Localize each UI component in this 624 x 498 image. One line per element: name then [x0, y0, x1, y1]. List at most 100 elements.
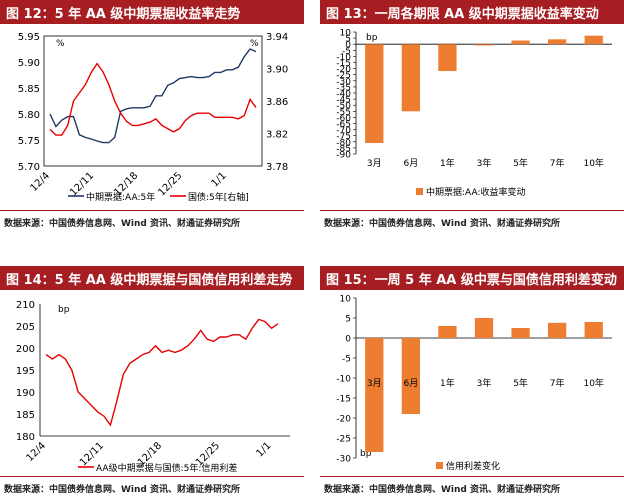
legend-label: 信用利差变化: [446, 460, 500, 472]
unit-label: bp: [366, 33, 378, 43]
x-tick-label: 12/4: [24, 440, 48, 464]
y-tick-label: -40: [336, 90, 351, 100]
y-tick-label: 205: [16, 322, 35, 333]
bar: [438, 326, 457, 338]
category-label: 7年: [550, 157, 565, 169]
series-line: [49, 62, 257, 136]
bar: [401, 338, 420, 414]
series-line: [45, 318, 279, 427]
y-tick-label: 180: [16, 432, 35, 443]
legend-swatch: [416, 188, 423, 195]
unit-label: bp: [360, 449, 372, 459]
y-tick-label-right: 3.82: [266, 130, 288, 141]
panel-title: 图 14：5 年 AA 级中期票据与国债信用利差走势: [6, 273, 293, 288]
category-label: 7年: [550, 377, 565, 389]
y-tick-label: -80: [336, 138, 351, 148]
y-tick-label: -50: [336, 102, 351, 112]
category-label: 1年: [440, 377, 455, 389]
y-tick-label: -60: [336, 114, 351, 124]
y-tick-label-left: 5.75: [18, 136, 40, 147]
divider: [0, 476, 304, 477]
panel-fig12: 图 12：5 年 AA 级中期票据收益率走势 5.95 5.90 5.85 5.80 5…: [0, 0, 304, 238]
y-tick-label: 5: [345, 35, 351, 45]
y-tick-label: -45: [336, 96, 351, 106]
y-tick-label-right: 3.78: [266, 162, 288, 173]
y-tick-label: -30: [336, 455, 351, 465]
chart-area: 10 5 0 -5 -10 -15 -20 -25 -30 bp 3月 6月 1年 3年 5年 7年 10年 信用…: [320, 290, 624, 476]
category-label: 1年: [440, 157, 455, 169]
y-tick-label: -5: [342, 355, 351, 365]
bar: [511, 328, 530, 338]
y-tick-label: -75: [336, 132, 351, 142]
bar-chart: 1050-5-10-15-20-25-30-35-40-45-50-55-60-…: [336, 29, 612, 198]
y-tick-label: -5: [342, 47, 351, 57]
y-tick-label: -55: [336, 108, 351, 118]
panel-fig15: 图 15：一周 5 年 AA 级中票与国债信用利差变动 10 5 0 -5 -10 -15…: [320, 266, 624, 498]
bar-chart: 10 5 0 -5 -10 -15 -20 -25 -30 bp 3月 6月 1年 3年 5年 7年 10年信用…: [336, 295, 612, 472]
y-tick-label: -25: [336, 71, 351, 81]
legend-label: 中期票据:AA:收益率变动: [426, 186, 525, 198]
y-tick-label-left: 5.70: [18, 162, 40, 173]
panel-header: 图 15：一周 5 年 AA 级中票与国债信用利差变动: [320, 266, 624, 290]
divider: [320, 476, 624, 477]
bar: [438, 44, 457, 72]
y-tick-label: -15: [336, 395, 351, 405]
bar: [548, 39, 567, 45]
panel-title: 图 13：一周各期限 AA 级中期票据收益率变动: [326, 7, 599, 22]
legend-label: 国债:5年[右轴]: [188, 191, 249, 203]
unit-label: bp: [58, 305, 70, 315]
y-tick-label-right: 3.94: [266, 32, 288, 43]
category-label: 3年: [477, 377, 492, 389]
bar: [584, 35, 603, 45]
y-tick-label: 185: [16, 410, 35, 421]
source-note: 数据来源：中国债券信息网、Wind 资讯、财通证券研究所: [4, 485, 240, 495]
y-tick-label-right: 3.86: [266, 97, 288, 108]
category-label: 10年: [583, 157, 603, 169]
y-tick-label: -20: [336, 65, 351, 75]
y-tick-label-left: 5.90: [18, 58, 40, 69]
bar: [548, 322, 567, 338]
y-tick-label: -20: [336, 415, 351, 425]
category-label: 5年: [513, 377, 528, 389]
divider: [0, 210, 304, 211]
category-label: 3月: [367, 158, 382, 169]
category-label: 6月: [403, 378, 418, 389]
panel-header: 图 13：一周各期限 AA 级中期票据收益率变动: [320, 0, 624, 24]
bar: [584, 322, 603, 338]
y-tick-label-left: 5.80: [18, 110, 40, 121]
category-label: 10年: [583, 377, 603, 389]
y-tick-label: 5: [345, 315, 351, 325]
panel-header: 图 14：5 年 AA 级中期票据与国债信用利差走势: [0, 266, 304, 290]
x-tick-label: 1/1: [210, 170, 229, 189]
bar: [365, 338, 384, 452]
y-tick-label-left: 5.95: [18, 32, 40, 43]
chart-area: 10 5 0 -5 -10 -15 -20 -25 -30 -35 -40 -45 -50 -55 -60-…: [320, 24, 624, 210]
y-tick-label: -15: [336, 59, 351, 69]
y-tick-label: 190: [16, 388, 35, 399]
line-chart: 5.95 5.90 5.85 5.80 5.75 5.70 3.94 3.90 3.86 3.82…: [18, 32, 289, 203]
bar: [474, 44, 494, 46]
chart-area: 210 205 200 195 190 185 180 bp 12/4 12/11 12/18 12/…: [0, 290, 304, 476]
y-tick-label: -10: [336, 375, 351, 385]
y-unit-left: %: [56, 39, 65, 49]
y-tick-label: -90: [336, 151, 351, 161]
y-tick-label: -10: [336, 53, 351, 63]
panel-fig14: 图 14：5 年 AA 级中期票据与国债信用利差走势 210 205 200 195 1…: [0, 266, 304, 498]
y-tick-label: -70: [336, 126, 351, 136]
series-line: [49, 48, 257, 144]
chart-area: 5.95 5.90 5.85 5.80 5.75 5.70 3.94 3.90 3.86 3.82…: [0, 24, 304, 210]
y-tick-label: 10: [340, 295, 352, 305]
bar: [401, 44, 420, 112]
category-label: 3年: [477, 157, 492, 169]
y-tick-label: -65: [336, 120, 351, 130]
y-tick-label-left: 5.85: [18, 84, 40, 95]
bar: [511, 40, 530, 45]
y-tick-label: 210: [16, 300, 35, 311]
y-tick-label: 200: [16, 344, 35, 355]
bar: [474, 318, 494, 338]
x-tick-label: 12/25: [156, 170, 184, 198]
y-tick-label: 10: [340, 29, 352, 39]
category-label: 6月: [403, 158, 418, 169]
y-tick-label-right: 3.90: [266, 65, 288, 76]
